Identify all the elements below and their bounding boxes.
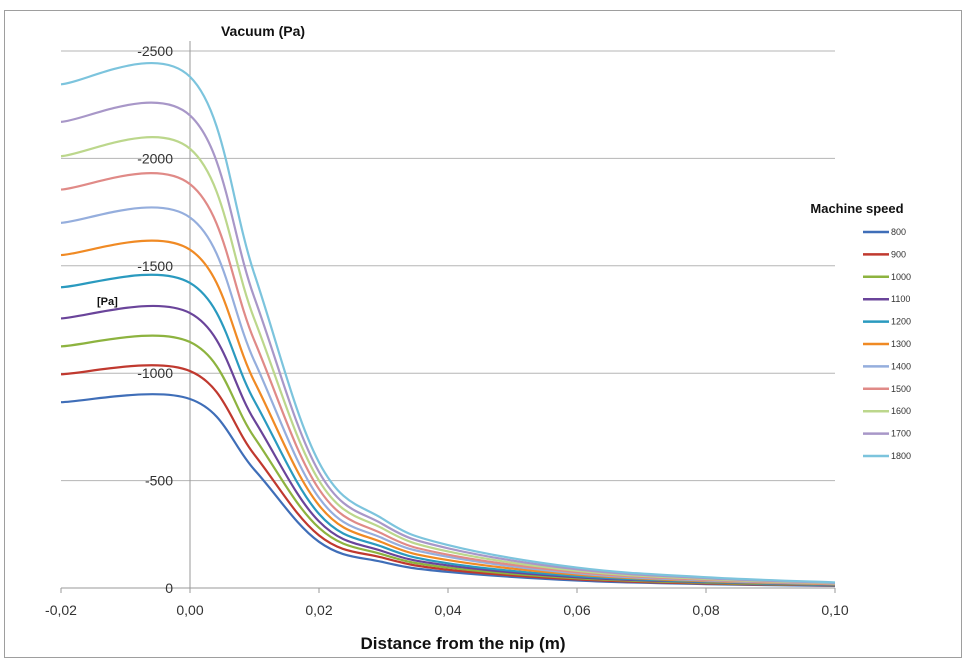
- y-axis-label: Vacuum (Pa): [221, 23, 305, 39]
- chart-frame: 0 -500 -1000 -1500 -2000 -2500 -0,02 0,00 0,02 0…: [4, 10, 962, 658]
- series-line-1800: [60, 61, 836, 584]
- x-tick-label: 0,10: [821, 602, 848, 618]
- legend-item-label: 1000: [891, 272, 911, 282]
- legend-item-label: 800: [891, 227, 906, 237]
- y-tick-label: -2000: [137, 150, 173, 166]
- y-tick-label: -2500: [137, 43, 173, 59]
- x-tick-label: 0,04: [434, 602, 461, 618]
- legend: 800 900 1000 1100 1200 1300 1400 1500 1600 1700 18…: [863, 227, 911, 461]
- series-line-1700: [60, 101, 836, 584]
- x-tick-label: 0,00: [176, 602, 203, 618]
- legend-item-label: 1800: [891, 451, 911, 461]
- x-tick-label: 0,06: [563, 602, 590, 618]
- series-line-1600: [60, 136, 836, 585]
- vacuum-line-chart: 0 -500 -1000 -1500 -2000 -2500 -0,02 0,00 0,02 0…: [45, 23, 911, 653]
- series-lines: [60, 61, 836, 587]
- legend-item-label: 900: [891, 249, 906, 259]
- y-tick-label: 0: [165, 580, 173, 596]
- series-line-1300: [60, 239, 836, 586]
- x-tick-label: 0,08: [692, 602, 719, 618]
- y-tick-label: -500: [145, 473, 173, 489]
- series-line-1500: [60, 172, 836, 585]
- axes: [61, 41, 835, 592]
- gridlines: [61, 50, 835, 589]
- legend-item-label: 1200: [891, 317, 911, 327]
- y-tick-label: -1000: [137, 365, 173, 381]
- series-line-1200: [60, 273, 836, 586]
- legend-item-label: 1100: [891, 294, 910, 304]
- x-axis-label: Distance from the nip (m): [361, 634, 566, 653]
- x-tick-labels: -0,02 0,00 0,02 0,04 0,06 0,08 0,10: [45, 588, 849, 618]
- legend-item-label: 1300: [891, 339, 911, 349]
- legend-item-label: 1500: [891, 384, 911, 394]
- y-tick-label: -1500: [137, 258, 173, 274]
- y-tick-labels: 0 -500 -1000 -1500 -2000 -2500: [137, 43, 173, 596]
- legend-item-label: 1600: [891, 406, 911, 416]
- legend-item-label: 1700: [891, 429, 911, 439]
- series-line-1100: [60, 304, 836, 587]
- x-tick-label: 0,02: [305, 602, 332, 618]
- x-tick-label: -0,02: [45, 602, 77, 618]
- legend-title: Machine speed: [810, 201, 903, 216]
- legend-item-label: 1400: [891, 361, 911, 371]
- unit-label: [Pa]: [97, 296, 118, 308]
